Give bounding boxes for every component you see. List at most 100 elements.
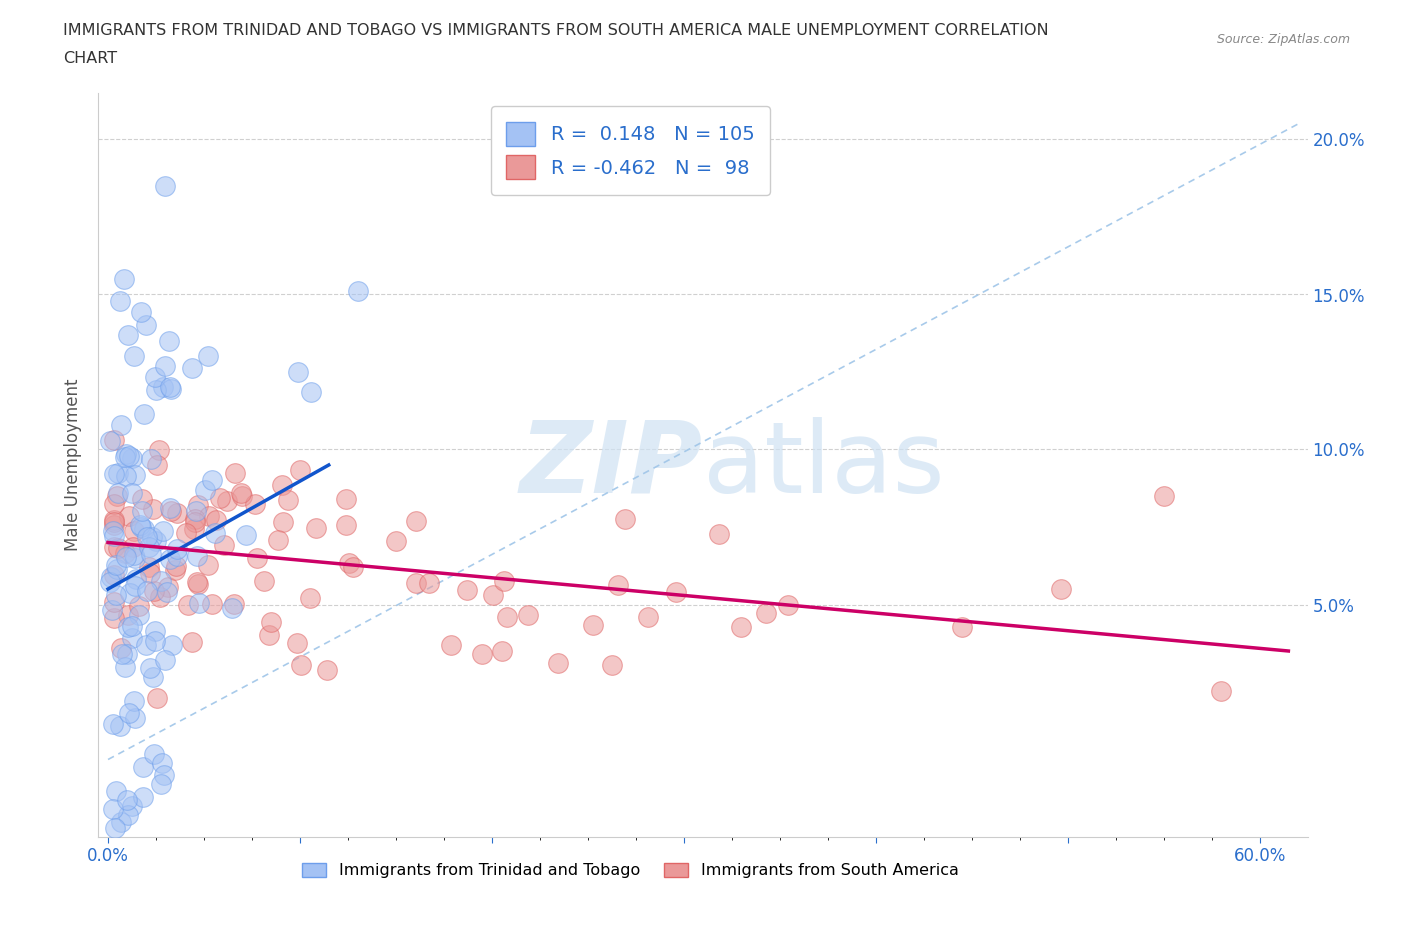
Point [201, 472, 224, 487]
Point [405, 576, 427, 591]
Point [128, 599, 150, 614]
Point [121, 618, 143, 633]
Point [142, 747, 165, 762]
Point [129, 305, 152, 320]
Point [166, 542, 188, 557]
Point [105, 489, 128, 504]
Point [516, 607, 538, 622]
Point [136, 584, 159, 599]
Point [184, 512, 207, 527]
Point [112, 272, 135, 286]
Point [776, 597, 799, 612]
Point [104, 820, 127, 835]
Point [221, 601, 243, 616]
Point [385, 534, 408, 549]
Point [114, 851, 136, 866]
Point [132, 760, 155, 775]
Point [346, 284, 368, 299]
Point [707, 526, 730, 541]
Point [547, 656, 569, 671]
Point [122, 539, 145, 554]
Point [104, 588, 127, 603]
Point [212, 538, 235, 552]
Point [290, 658, 312, 673]
Point [231, 488, 253, 503]
Point [118, 586, 141, 601]
Point [152, 524, 174, 538]
Point [110, 719, 132, 734]
Point [110, 417, 132, 432]
Point [114, 449, 136, 464]
Point [730, 619, 752, 634]
Point [492, 573, 515, 588]
Point [146, 457, 169, 472]
Point [215, 494, 238, 509]
Point [181, 634, 204, 649]
Point [143, 370, 166, 385]
Point [121, 485, 143, 500]
Point [101, 524, 124, 538]
Point [149, 777, 172, 791]
Point [121, 450, 143, 465]
Point [177, 597, 200, 612]
Point [337, 555, 360, 570]
Point [155, 584, 177, 599]
Point [299, 385, 322, 400]
Point [243, 497, 266, 512]
Point [950, 619, 973, 634]
Point [117, 327, 139, 342]
Point [143, 623, 166, 638]
Point [222, 597, 245, 612]
Point [131, 790, 153, 804]
Point [115, 446, 138, 461]
Point [124, 349, 146, 364]
Point [118, 706, 141, 721]
Point [152, 380, 174, 395]
Point [186, 504, 208, 519]
Point [418, 576, 440, 591]
Point [118, 449, 141, 464]
Point [121, 631, 143, 645]
Point [131, 504, 153, 519]
Point [115, 469, 138, 484]
Point [142, 501, 165, 516]
Point [114, 659, 136, 674]
Point [122, 694, 145, 709]
Point [138, 559, 160, 574]
Point [163, 563, 186, 578]
Point [187, 595, 209, 610]
Point [277, 492, 299, 507]
Point [146, 691, 169, 706]
Point [114, 545, 136, 560]
Point [134, 522, 156, 537]
Point [253, 574, 276, 589]
Point [166, 549, 188, 564]
Point [103, 512, 125, 527]
Point [125, 571, 148, 586]
Point [166, 506, 188, 521]
Point [138, 539, 160, 554]
Point [159, 379, 181, 394]
Point [197, 349, 219, 364]
Point [103, 467, 125, 482]
Point [104, 783, 127, 798]
Point [637, 609, 659, 624]
Point [105, 558, 128, 573]
Point [288, 462, 311, 477]
Point [271, 478, 294, 493]
Point [117, 619, 139, 634]
Point [197, 558, 219, 573]
Point [267, 533, 290, 548]
Point [665, 584, 688, 599]
Point [103, 540, 125, 555]
Point [260, 615, 283, 630]
Point [139, 660, 162, 675]
Point [224, 466, 246, 481]
Point [209, 491, 232, 506]
Point [135, 529, 157, 544]
Point [606, 578, 628, 592]
Point [122, 524, 145, 538]
Y-axis label: Male Unemployment: Male Unemployment [65, 379, 83, 551]
Point [198, 509, 221, 524]
Point [115, 647, 138, 662]
